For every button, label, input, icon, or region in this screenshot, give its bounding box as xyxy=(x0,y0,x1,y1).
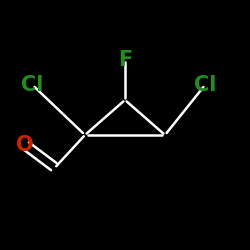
Text: F: F xyxy=(118,50,132,70)
Text: O: O xyxy=(16,135,34,155)
Text: Cl: Cl xyxy=(21,75,44,95)
Text: Cl: Cl xyxy=(194,75,216,95)
